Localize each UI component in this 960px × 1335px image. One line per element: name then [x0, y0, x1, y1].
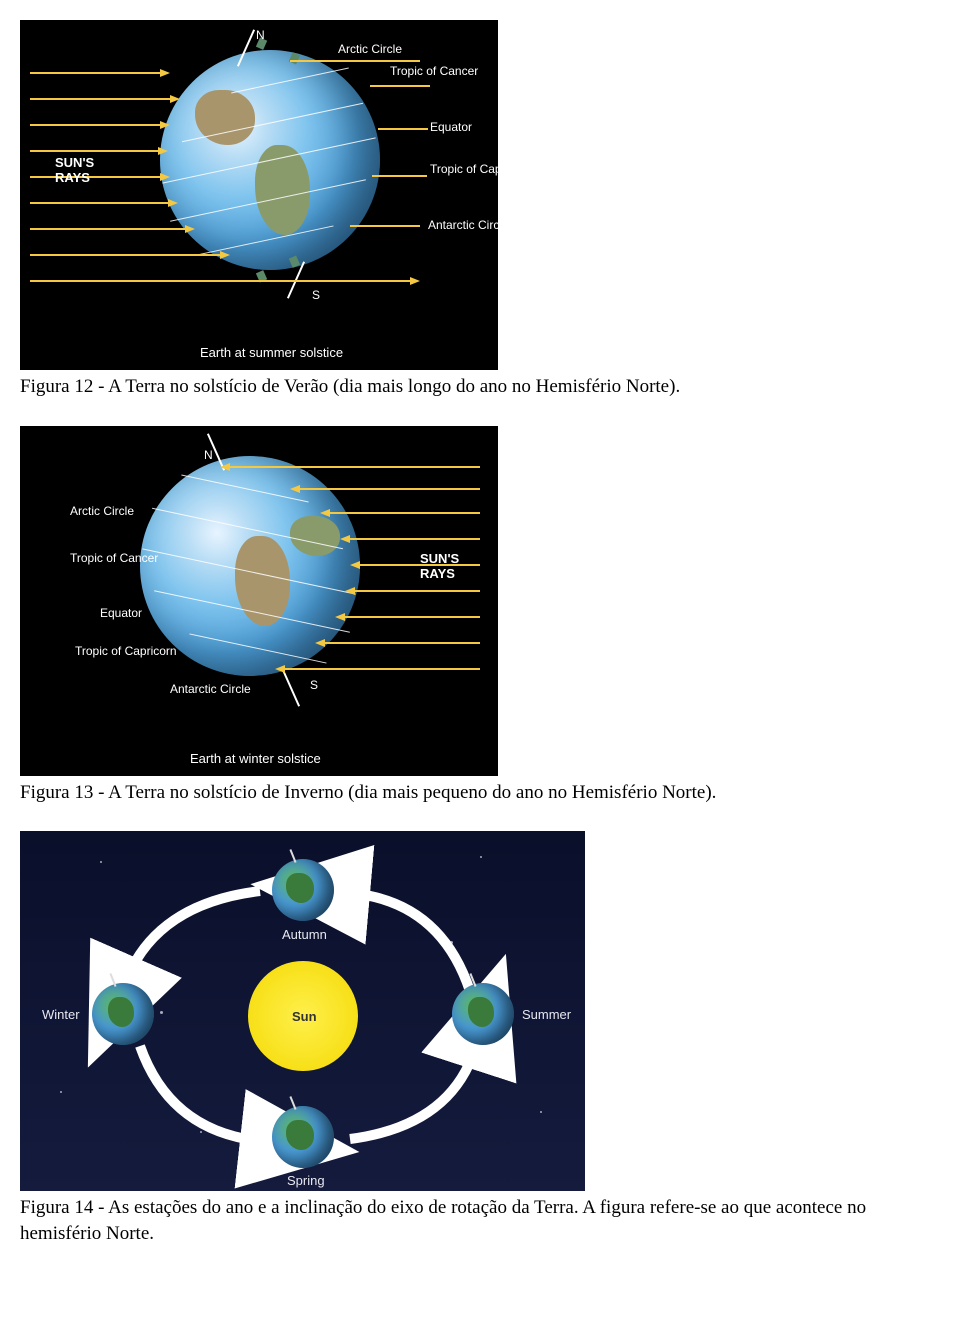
arctic-circle-label-w: Arctic Circle	[70, 504, 134, 518]
figure-12-footer: Earth at summer solstice	[200, 345, 343, 360]
tropic-cancer-label: Tropic of Cancer	[390, 64, 478, 78]
sun-label: Sun	[292, 1009, 317, 1024]
figure-14-caption: Figura 14 - As estações do ano e a incli…	[20, 1195, 940, 1246]
earth-autumn	[272, 859, 334, 921]
antarctic-circle-label-w: Antarctic Circle	[170, 682, 251, 696]
earth-globe	[160, 50, 380, 270]
arctic-circle-label: Arctic Circle	[338, 42, 402, 56]
figure-13-footer: Earth at winter solstice	[190, 751, 321, 766]
figure-13-caption: Figura 13 - A Terra no solstício de Inve…	[20, 780, 940, 806]
north-pole-label-w: N	[204, 448, 213, 462]
suns-rays-label-w: SUN'S RAYS	[420, 551, 459, 581]
spring-label: Spring	[287, 1173, 325, 1188]
south-pole-label-w: S	[310, 678, 318, 692]
suns-rays-label: SUN'S RAYS	[55, 155, 94, 185]
south-pole-label: S	[312, 288, 320, 302]
tropic-capricorn-label-w: Tropic of Capricorn	[75, 644, 177, 658]
north-pole-label: N	[256, 28, 265, 42]
earth-winter	[92, 983, 154, 1045]
winter-label: Winter	[42, 1007, 80, 1022]
antarctic-circle-label: Antarctic Circle	[428, 218, 498, 232]
figure-14-diagram: Sun Autumn Summer Spring Winter	[20, 831, 585, 1191]
equator-label-w: Equator	[100, 606, 142, 620]
figure-13-diagram: N S Arctic Circle Tropic of Cancer Equat…	[20, 426, 498, 776]
tropic-capricorn-label: Tropic of Capricorn	[430, 162, 498, 176]
figure-12-diagram: N S SUN'S RAYS Arctic Circle Tropic of C…	[20, 20, 498, 370]
autumn-label: Autumn	[282, 927, 327, 942]
equator-label: Equator	[430, 120, 472, 134]
earth-spring	[272, 1106, 334, 1168]
tropic-cancer-label-w: Tropic of Cancer	[70, 551, 158, 565]
earth-summer	[452, 983, 514, 1045]
summer-label: Summer	[522, 1007, 571, 1022]
figure-12-caption: Figura 12 - A Terra no solstício de Verã…	[20, 374, 940, 400]
